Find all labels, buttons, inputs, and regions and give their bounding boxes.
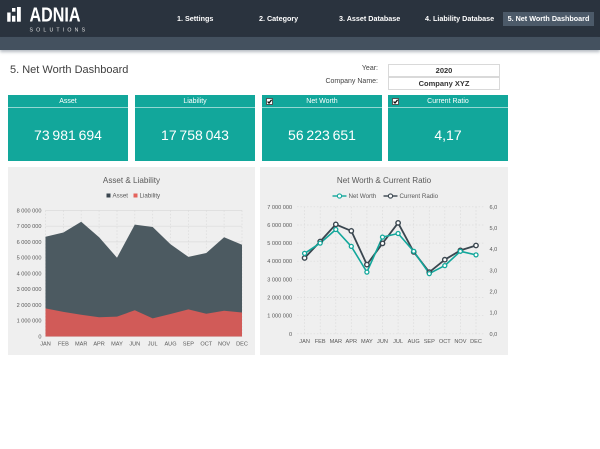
- svg-text:APR: APR: [346, 339, 358, 345]
- svg-text:FEB: FEB: [58, 342, 69, 348]
- svg-text:MAY: MAY: [361, 339, 373, 345]
- svg-text:7 000 000: 7 000 000: [17, 224, 42, 230]
- svg-text:3,0: 3,0: [490, 268, 498, 274]
- svg-text:5 000 000: 5 000 000: [17, 256, 42, 262]
- svg-text:Asset: Asset: [113, 193, 129, 200]
- svg-text:5,0: 5,0: [490, 226, 498, 232]
- svg-text:3 000 000: 3 000 000: [267, 277, 292, 283]
- svg-text:SOLUTIONS: SOLUTIONS: [29, 28, 87, 34]
- svg-text:Asset & Liability: Asset & Liability: [103, 176, 161, 185]
- svg-text:6,0: 6,0: [490, 205, 498, 211]
- svg-text:6 000 000: 6 000 000: [17, 240, 42, 246]
- svg-text:8 000 000: 8 000 000: [17, 208, 42, 214]
- svg-text:OCT: OCT: [200, 342, 212, 348]
- svg-text:Net Worth & Current Ratio: Net Worth & Current Ratio: [337, 176, 432, 185]
- svg-text:JUL: JUL: [393, 339, 403, 345]
- svg-text:0: 0: [38, 335, 41, 341]
- svg-text:FEB: FEB: [315, 339, 326, 345]
- svg-text:OCT: OCT: [439, 339, 451, 345]
- svg-text:MAR: MAR: [330, 339, 342, 345]
- svg-text:0,0: 0,0: [490, 332, 498, 338]
- svg-text:JAN: JAN: [40, 342, 51, 348]
- svg-text:1 000 000: 1 000 000: [17, 319, 42, 325]
- svg-text:4 000 000: 4 000 000: [267, 259, 292, 265]
- svg-text:1 000 000: 1 000 000: [267, 314, 292, 320]
- svg-text:3 000 000: 3 000 000: [17, 287, 42, 293]
- svg-text:DEC: DEC: [236, 342, 248, 348]
- svg-text:1,0: 1,0: [490, 311, 498, 317]
- svg-text:JUL: JUL: [148, 342, 158, 348]
- svg-text:SEP: SEP: [183, 342, 194, 348]
- svg-text:Net Worth: Net Worth: [349, 193, 377, 200]
- svg-text:4 000 000: 4 000 000: [17, 272, 42, 278]
- svg-text:AUG: AUG: [408, 339, 420, 345]
- svg-text:APR: APR: [93, 342, 105, 348]
- svg-text:JUN: JUN: [129, 342, 140, 348]
- svg-text:SEP: SEP: [424, 339, 435, 345]
- svg-text:Liability: Liability: [140, 193, 162, 200]
- svg-text:7 000 000: 7 000 000: [267, 205, 292, 211]
- svg-text:5 000 000: 5 000 000: [267, 241, 292, 247]
- svg-text:6 000 000: 6 000 000: [267, 223, 292, 229]
- svg-text:NOV: NOV: [218, 342, 230, 348]
- svg-text:ADNIA: ADNIA: [29, 5, 80, 27]
- svg-text:JAN: JAN: [299, 339, 310, 345]
- svg-text:NOV: NOV: [454, 339, 466, 345]
- svg-text:4,0: 4,0: [490, 247, 498, 253]
- svg-text:MAY: MAY: [111, 342, 123, 348]
- svg-text:MAR: MAR: [75, 342, 87, 348]
- svg-text:2 000 000: 2 000 000: [267, 296, 292, 302]
- svg-text:0: 0: [289, 332, 292, 338]
- svg-text:2 000 000: 2 000 000: [17, 303, 42, 309]
- svg-text:Current Radio: Current Radio: [400, 193, 439, 200]
- svg-text:AUG: AUG: [164, 342, 176, 348]
- svg-text:DEC: DEC: [470, 339, 482, 345]
- svg-text:2,0: 2,0: [490, 290, 498, 296]
- svg-text:JUN: JUN: [377, 339, 388, 345]
